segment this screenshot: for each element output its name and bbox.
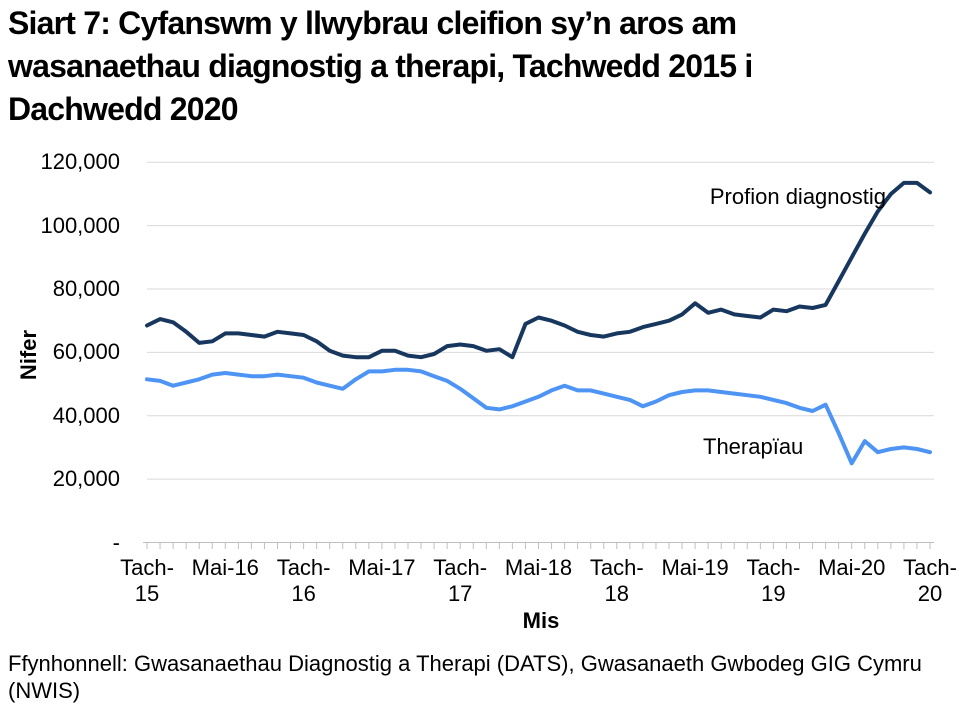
y-tick-label: 120,000 — [40, 149, 120, 175]
x-axis-title: Mis — [522, 608, 560, 633]
y-tick-label: - — [112, 529, 120, 555]
x-tick-label: Tach- 18 — [589, 555, 644, 606]
x-tick-label: Mai-16 — [191, 555, 259, 580]
x-tick-label: Mai-18 — [504, 555, 573, 580]
therapies-line — [145, 367, 932, 466]
plot-svg — [143, 161, 934, 549]
series-label-therapiau: Therapïau — [703, 434, 804, 459]
series-label-profion-diagnostig: Profion diagnostig — [709, 184, 886, 209]
x-tick-label: Mai-20 — [818, 555, 886, 580]
y-tick-label: 100,000 — [40, 212, 120, 238]
x-tick-label: Tach- 20 — [903, 555, 957, 606]
diagnostics-line — [145, 180, 932, 360]
x-tick-label: Mai-19 — [661, 555, 729, 580]
source-note: Ffynhonnell: Gwasanaethau Diagnostig a T… — [8, 651, 922, 703]
x-tick-label: Mai-17 — [348, 555, 416, 580]
x-tick-label: Tach- 15 — [120, 555, 174, 606]
x-tick-label: Tach- 17 — [433, 555, 488, 606]
y-tick-label: 60,000 — [52, 339, 120, 365]
chart-title: Siart 7: Cyfanswm y llwybrau cleifion sy… — [8, 5, 753, 127]
y-tick-label: 40,000 — [52, 402, 120, 428]
y-tick-label: 20,000 — [52, 466, 120, 492]
x-tick-label: Tach- 19 — [746, 555, 801, 606]
y-tick-label: 80,000 — [52, 276, 120, 302]
x-tick-label: Tach- 16 — [276, 555, 331, 606]
